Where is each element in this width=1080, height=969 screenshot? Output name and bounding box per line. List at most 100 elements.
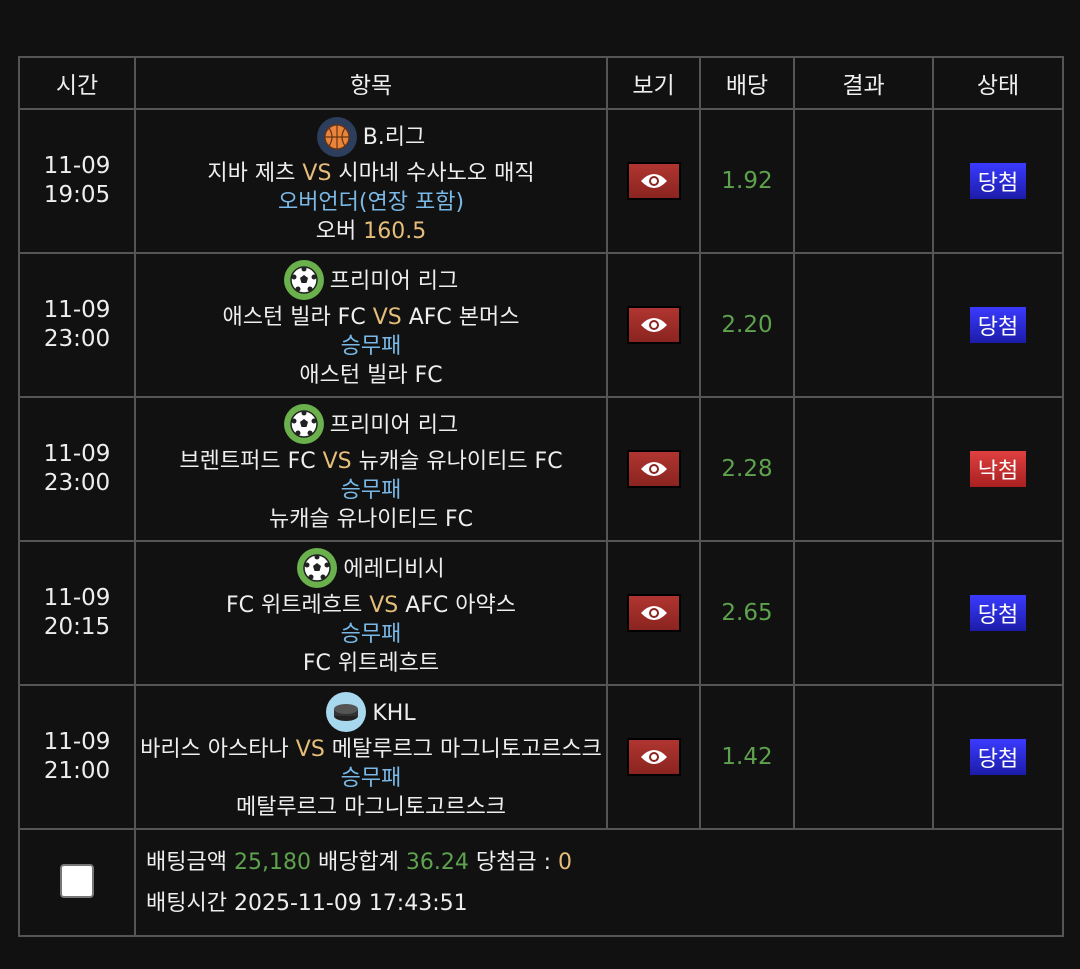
bet-time-label: 배팅시간 (146, 890, 227, 916)
league-name: 프리미어 리그 (329, 413, 459, 438)
odds-total-label: 배당합계 (317, 849, 399, 875)
match-clock: 21:00 (43, 758, 111, 784)
status-badge: 낙첨 (969, 451, 1027, 487)
away-team: AFC 본머스 (408, 305, 520, 330)
bet-time: 2025-11-09 17:43:51 (233, 890, 468, 916)
league-name: KHL (372, 701, 416, 726)
match-time: 11-09 23:00 (18, 252, 136, 398)
match-date: 11-09 (43, 441, 111, 467)
match-clock: 23:00 (43, 470, 111, 496)
eye-icon (640, 606, 667, 620)
header-odds: 배당 (699, 56, 795, 110)
basketball-icon (316, 116, 357, 159)
match-time: 11-09 23:00 (18, 396, 136, 542)
market-type: 승무패 (340, 766, 402, 791)
table-row: 11-09 23:00 프리미어 리그 애스턴 빌라 FC VS AFC 본머스 … (18, 252, 1064, 398)
matchup: 바리스 아스타나 VS 메탈루르그 마그니토고르스크 (137, 735, 605, 764)
vs-label: VS (302, 160, 332, 186)
matchup: FC 위트레흐트 VS AFC 아약스 (137, 591, 605, 620)
pick: 오버 (315, 218, 357, 244)
vs-label: VS (372, 305, 402, 330)
selection: FC 위트레흐트 (137, 649, 605, 678)
match-date: 11-09 (43, 297, 111, 323)
selection: 메탈루르그 마그니토고르스크 (137, 793, 605, 822)
away-team: 메탈루르그 마그니토고르스크 (331, 737, 602, 762)
bet-summary-row: 배팅금액 25,180 배당합계 36.24 당첨금 : 0 배팅시간 2025… (18, 828, 1064, 937)
eye-icon (640, 174, 667, 188)
market-type: 승무패 (340, 334, 402, 359)
status-badge: 당첨 (969, 739, 1027, 775)
away-team: 시마네 수사노오 매직 (338, 160, 535, 186)
result-cell (793, 252, 934, 398)
home-team: FC 위트레흐트 (225, 593, 363, 618)
table-header: 시간 항목 보기 배당 결과 상태 (18, 56, 1064, 110)
result-cell (793, 684, 934, 830)
match-clock: 23:00 (43, 326, 111, 352)
match-time: 11-09 20:15 (18, 540, 136, 686)
result-cell (793, 540, 934, 686)
pick: 애스턴 빌라 FC (299, 363, 443, 388)
view-button[interactable] (626, 162, 681, 200)
bet-item: 프리미어 리그 애스턴 빌라 FC VS AFC 본머스 승무패 애스턴 빌라 … (134, 252, 608, 398)
hockey-puck-icon (326, 692, 367, 735)
pick-value: 160.5 (363, 218, 427, 244)
match-date: 11-09 (43, 729, 111, 755)
header-view: 보기 (606, 56, 701, 110)
vs-label: VS (322, 449, 352, 474)
view-button[interactable] (626, 594, 681, 632)
table-row: 11-09 20:15 에레디비시 FC 위트레흐트 VS AFC 아약스 승무패… (18, 540, 1064, 686)
odds-value: 1.92 (699, 108, 795, 254)
match-date: 11-09 (43, 585, 111, 611)
bet-summary: 배팅금액 25,180 배당합계 36.24 당첨금 : 0 배팅시간 2025… (134, 828, 1064, 937)
soccer-icon (297, 548, 338, 591)
odds-value: 2.28 (699, 396, 795, 542)
selection: 뉴캐슬 유나이티드 FC (137, 505, 605, 534)
match-date: 11-09 (43, 153, 111, 179)
odds-total: 36.24 (405, 849, 469, 875)
bet-item: 에레디비시 FC 위트레흐트 VS AFC 아약스 승무패 FC 위트레흐트 (134, 540, 608, 686)
view-button[interactable] (626, 738, 681, 776)
selection: 애스턴 빌라 FC (137, 361, 605, 390)
pick: FC 위트레흐트 (302, 651, 440, 676)
matchup: 지바 제츠 VS 시마네 수사노오 매직 (137, 159, 605, 188)
market-type: 승무패 (340, 622, 402, 647)
matchup: 브렌트퍼드 FC VS 뉴캐슬 유나이티드 FC (137, 447, 605, 476)
away-team: 뉴캐슬 유나이티드 FC (358, 449, 563, 474)
match-clock: 20:15 (43, 614, 111, 640)
header-item: 항목 (134, 56, 608, 110)
bet-item: 프리미어 리그 브렌트퍼드 FC VS 뉴캐슬 유나이티드 FC 승무패 뉴캐슬… (134, 396, 608, 542)
table-row: 11-09 23:00 프리미어 리그 브렌트퍼드 FC VS 뉴캐슬 유나이티드… (18, 396, 1064, 542)
match-time: 11-09 19:05 (18, 108, 136, 254)
bet-amount: 25,180 (233, 849, 311, 875)
home-team: 애스턴 빌라 FC (222, 305, 366, 330)
select-checkbox[interactable] (60, 863, 94, 898)
match-time: 11-09 21:00 (18, 684, 136, 830)
header-result: 결과 (793, 56, 934, 110)
pick: 뉴캐슬 유나이티드 FC (269, 507, 473, 532)
market-type: 승무패 (340, 478, 402, 503)
home-team: 바리스 아스타나 (140, 737, 289, 762)
bet-history-table: 시간 항목 보기 배당 결과 상태 11-09 19:05 B.리그 지바 제츠 … (18, 56, 1064, 937)
payout: 0 (558, 849, 573, 875)
odds-value: 2.65 (699, 540, 795, 686)
eye-icon (640, 318, 667, 332)
view-button[interactable] (626, 306, 681, 344)
soccer-icon (283, 260, 324, 303)
home-team: 지바 제츠 (207, 160, 296, 186)
league-name: 에레디비시 (343, 557, 445, 582)
header-time: 시간 (18, 56, 136, 110)
market-type: 오버언더(연장 포함) (277, 189, 465, 215)
eye-icon (640, 462, 667, 476)
bet-item: KHL 바리스 아스타나 VS 메탈루르그 마그니토고르스크 승무패 메탈루르그… (134, 684, 608, 830)
status-badge: 당첨 (969, 163, 1027, 199)
view-button[interactable] (626, 450, 681, 488)
vs-label: VS (295, 737, 325, 762)
status-badge: 당첨 (969, 595, 1027, 631)
table-row: 11-09 21:00 KHL 바리스 아스타나 VS 메탈루르그 마그니토고르스… (18, 684, 1064, 830)
result-cell (793, 396, 934, 542)
home-team: 브렌트퍼드 FC (179, 449, 316, 474)
bet-item: B.리그 지바 제츠 VS 시마네 수사노오 매직 오버언더(연장 포함) 오버… (134, 108, 608, 254)
matchup: 애스턴 빌라 FC VS AFC 본머스 (137, 303, 605, 332)
odds-value: 2.20 (699, 252, 795, 398)
header-status: 상태 (932, 56, 1064, 110)
